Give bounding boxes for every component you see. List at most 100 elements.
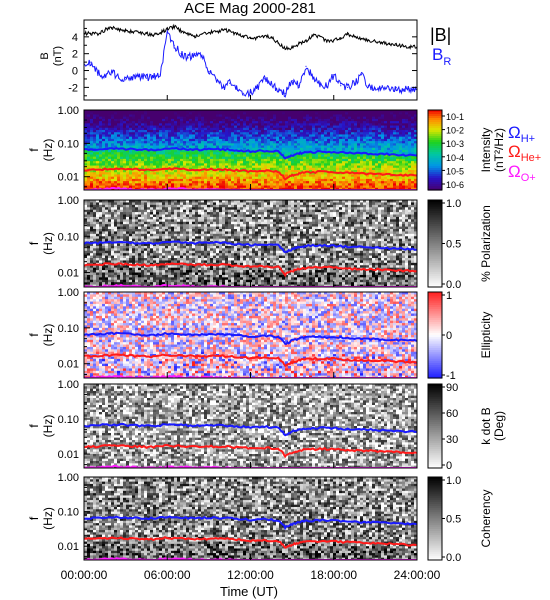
data-point-br-46 xyxy=(402,89,404,91)
data-point-br-44 xyxy=(388,88,390,90)
ellipticity-panel: 1.00 0.10 0.01 f (Hz) 1 0 -1 Ellipticity xyxy=(27,287,493,382)
data-point-b-21 xyxy=(229,30,231,32)
colorbar-tick-label-coherency-1: 0.5 xyxy=(446,514,461,526)
x-tick-label-4: 24:00:00 xyxy=(394,568,441,582)
data-point-b-34 xyxy=(319,35,321,37)
colorbar-tick-label-ellipticity-1: 0 xyxy=(446,330,452,342)
x-tick-label-3: 18:00:00 xyxy=(310,568,357,582)
data-point-b-33 xyxy=(312,34,314,36)
field-axis-label: B xyxy=(39,52,51,59)
wave-normal-angle-axis-label: f xyxy=(27,424,41,428)
data-point-b-35 xyxy=(326,41,328,43)
data-point-br-21 xyxy=(229,82,231,84)
data-point-b-30 xyxy=(291,47,293,49)
data-point-br-8 xyxy=(138,75,141,77)
data-point-br-10 xyxy=(152,75,154,77)
data-point-br-17 xyxy=(201,54,203,57)
colorbar-tick-label-polarization-2: 0.0 xyxy=(446,279,461,291)
data-point-br-29 xyxy=(284,92,286,94)
ellipticity-gyrofreq-he-plus-line xyxy=(84,353,417,367)
data-point-b-45 xyxy=(395,44,397,46)
data-point-b-15 xyxy=(187,33,189,35)
wave-normal-angle-colorbar: 90 60 30 0 k dot B (Deg) xyxy=(427,382,506,472)
data-point-b-22 xyxy=(236,33,238,35)
data-point-b-2 xyxy=(97,33,99,35)
data-point-b-10 xyxy=(152,34,154,36)
data-point-br-26 xyxy=(263,78,265,80)
data-point-br-33 xyxy=(312,76,314,78)
colorbar-tick-label-power-spectrum-4: 10-5 xyxy=(446,166,464,176)
power-spectrum-axis-label: f xyxy=(27,148,41,152)
data-point-b-47 xyxy=(409,46,411,48)
y-tick-label-ellipticity-2: 0.01 xyxy=(58,359,79,371)
data-point-b-23 xyxy=(243,35,245,37)
wave-normal-angle-gyrofreq-h-plus-line xyxy=(84,422,417,437)
coherency-panel: 1.00 0.10 0.01 f (Hz) 1.0 0.5 0.0 Coherency xyxy=(27,472,493,564)
data-point-b-27 xyxy=(270,36,272,38)
data-point-b-1 xyxy=(90,32,92,35)
field-axis-unit: (nT) xyxy=(52,46,64,66)
data-point-br-12 xyxy=(166,31,168,34)
data-point-b-5 xyxy=(118,28,120,30)
data-point-br-30 xyxy=(291,80,293,82)
y-tick-label-field-0: 4 xyxy=(72,32,78,44)
polarization-colorbar-label: % Polarization xyxy=(479,205,493,282)
colorbar-tick-label-wave-normal-angle-3: 0 xyxy=(446,460,452,472)
data-point-br-4 xyxy=(111,71,113,73)
data-point-b-8 xyxy=(138,31,141,34)
y-tick-label-ellipticity-1: 0.10 xyxy=(58,323,79,335)
power-spectrum-panel: 1.000.100.01f (Hz)10-110-210-310-410-510-… xyxy=(27,105,506,191)
x-axis-title: Time (UT) xyxy=(220,584,278,599)
data-point-br-38 xyxy=(347,86,349,88)
colorbar-tick-label-power-spectrum-0: 10-1 xyxy=(446,112,464,122)
data-point-br-6 xyxy=(125,79,127,81)
wave-normal-angle-gyrofreq-he-plus-line xyxy=(84,443,417,459)
data-point-br-37 xyxy=(340,85,342,87)
data-point-br-35 xyxy=(326,85,328,88)
data-point-br-7 xyxy=(132,76,134,78)
data-point-b-28 xyxy=(277,42,279,44)
y-tick-label-polarization-1: 0.10 xyxy=(58,231,79,243)
colorbar-tick-label-wave-normal-angle-2: 30 xyxy=(446,434,458,446)
data-point-b-26 xyxy=(263,35,265,37)
polarization-heatmap xyxy=(84,200,417,287)
data-point-br-32 xyxy=(305,65,307,67)
data-point-br-20 xyxy=(222,86,224,88)
coherency-gyrofreq-h-plus-line xyxy=(84,515,417,531)
colorbar-tick-label-coherency-2: 0.0 xyxy=(446,552,461,564)
data-point-b-20 xyxy=(222,29,224,31)
data-point-b-39 xyxy=(354,36,356,38)
coherency-axis-label: f xyxy=(27,516,41,520)
legend-b-radial: BR xyxy=(432,45,451,68)
wave-normal-angle-colorbar-unit: (Deg) xyxy=(492,411,506,441)
figure-title: ACE Mag 2000-281 xyxy=(184,0,316,17)
data-point-b-4 xyxy=(111,27,113,29)
legend-b-magnitude: |B| xyxy=(430,25,451,45)
data-point-br-22 xyxy=(236,88,238,90)
data-point-b-41 xyxy=(367,39,369,41)
data-point-b-46 xyxy=(402,45,404,47)
data-point-br-18 xyxy=(208,70,210,72)
colorbar-tick-label-power-spectrum-2: 10-3 xyxy=(446,139,464,149)
ellipticity-axis-label: f xyxy=(27,333,41,337)
y-tick-label-coherency-0: 1.00 xyxy=(58,472,79,484)
colorbar-tick-label-power-spectrum-3: 10-4 xyxy=(446,153,464,163)
data-point-b-37 xyxy=(340,37,342,39)
power-spectrum-colorbar-frame xyxy=(427,109,443,191)
ellipticity-colorbar-label: Ellipticity xyxy=(479,312,493,359)
y-tick-label-ellipticity-0: 1.00 xyxy=(58,287,79,299)
data-point-b-42 xyxy=(374,41,376,43)
data-point-br-31 xyxy=(298,85,300,87)
data-point-b-16 xyxy=(194,35,196,37)
series-line-b-radial xyxy=(83,29,418,98)
y-tick-label-power-spectrum-2: 0.01 xyxy=(58,172,79,184)
ellipticity-heatmap xyxy=(84,292,417,378)
colorbar-tick-label-wave-normal-angle-1: 60 xyxy=(446,408,458,420)
y-tick-label-power-spectrum-1: 0.10 xyxy=(58,138,79,150)
data-point-br-19 xyxy=(215,78,217,80)
coherency-axis-unit: (Hz) xyxy=(41,507,55,530)
data-point-br-24 xyxy=(249,91,252,93)
panel-stack: 420-2B (nT)|B|BR1.000.100.01f (Hz)10-110-2… xyxy=(27,19,541,564)
y-tick-label-power-spectrum-0: 1.00 xyxy=(58,105,79,117)
